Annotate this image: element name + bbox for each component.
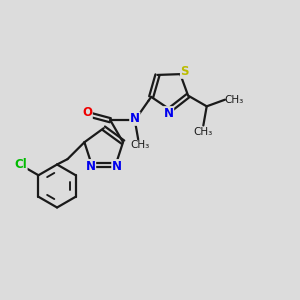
Text: CH₃: CH₃ [130, 140, 149, 150]
Text: Cl: Cl [14, 158, 27, 171]
Text: O: O [82, 106, 92, 119]
Text: N: N [112, 160, 122, 172]
Text: CH₃: CH₃ [194, 127, 213, 137]
Text: CH₃: CH₃ [224, 95, 244, 105]
Text: N: N [164, 107, 174, 120]
Text: S: S [181, 65, 189, 78]
Text: N: N [85, 160, 96, 172]
Text: N: N [130, 112, 140, 125]
